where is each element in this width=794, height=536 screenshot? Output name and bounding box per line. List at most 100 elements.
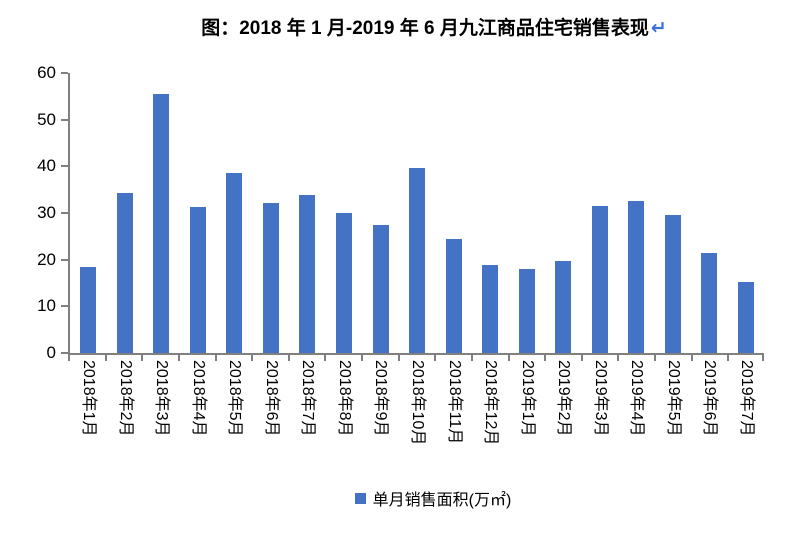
bar xyxy=(409,167,426,353)
x-tick-label: 2018年1月 xyxy=(80,360,98,437)
x-tick-label: 2019年1月 xyxy=(518,360,536,437)
bar xyxy=(80,266,97,353)
legend-marker xyxy=(354,492,366,504)
bar-slot xyxy=(107,73,144,353)
x-tick-label: 2019年7月 xyxy=(737,360,755,437)
x-axis-tick xyxy=(507,355,510,361)
y-axis-tick xyxy=(61,118,68,121)
x-tick-label: 2018年4月 xyxy=(189,360,207,437)
x-tick-label: 2018年6月 xyxy=(262,360,280,437)
x-tick-label: 2018年3月 xyxy=(153,360,171,437)
x-tick-label: 2019年4月 xyxy=(628,360,646,437)
bar-slot xyxy=(399,73,436,353)
x-axis-tick xyxy=(141,355,144,361)
bar-slot xyxy=(581,73,618,353)
bar xyxy=(555,261,572,353)
x-axis-tick xyxy=(251,355,254,361)
x-axis-tick xyxy=(68,355,70,361)
x-axis-tick xyxy=(617,355,620,361)
chart-title-text: 图：2018 年 1 月-2019 年 6 月九江商品住宅销售表现 xyxy=(201,18,649,39)
x-axis-tick xyxy=(580,355,583,361)
bar xyxy=(628,201,645,353)
x-axis-tick xyxy=(287,355,290,361)
bar xyxy=(299,195,316,353)
x-axis-tick xyxy=(434,355,437,361)
y-axis-tick xyxy=(61,305,68,308)
x-tick-label: 2018年10月 xyxy=(409,360,426,446)
x-tick-label: 2018年8月 xyxy=(335,360,353,437)
y-tick-label: 0 xyxy=(46,343,56,362)
bar xyxy=(482,264,499,353)
bar xyxy=(226,173,243,353)
bar xyxy=(591,205,608,353)
y-tick-label: 40 xyxy=(37,156,56,176)
x-tick-label: 2018年9月 xyxy=(372,360,390,437)
bar-slot xyxy=(472,73,509,353)
bar-slot xyxy=(545,73,582,353)
x-axis-tick xyxy=(470,355,473,361)
bar xyxy=(664,214,681,353)
x-tick-label: 2018年7月 xyxy=(299,360,317,437)
x-axis-tick xyxy=(690,355,693,361)
x-axis-tick xyxy=(214,355,217,361)
x-axis-tick xyxy=(104,355,107,361)
x-axis-tick xyxy=(397,355,400,361)
x-tick-label: 2019年6月 xyxy=(701,360,719,437)
x-tick-label: 2018年12月 xyxy=(482,360,500,446)
bar xyxy=(372,225,389,353)
y-axis-tick xyxy=(61,212,68,214)
x-tick-label: 2019年2月 xyxy=(555,360,573,437)
bar xyxy=(737,282,754,353)
bar xyxy=(335,213,352,353)
plot-area xyxy=(68,73,764,355)
bar-slot xyxy=(435,73,472,353)
x-tick-label: 2018年5月 xyxy=(226,360,244,437)
x-axis-tick xyxy=(324,355,327,361)
x-tick-label: 2018年11月 xyxy=(445,360,463,445)
bar-slot xyxy=(655,73,692,353)
bar xyxy=(153,94,170,353)
bar-slot xyxy=(289,73,326,353)
x-axis-tick xyxy=(177,355,180,361)
bar-slot xyxy=(326,73,363,353)
y-axis-tick xyxy=(61,72,68,74)
bar-slot xyxy=(508,73,545,353)
y-axis-tick xyxy=(61,165,68,168)
y-axis-tick xyxy=(61,258,68,261)
bar-slot xyxy=(180,73,217,353)
bar-slot xyxy=(728,73,765,353)
bar-slot xyxy=(618,73,655,353)
bar xyxy=(262,203,279,353)
bars xyxy=(70,73,764,353)
bar-slot xyxy=(362,73,399,353)
y-tick-label: 30 xyxy=(37,203,56,222)
x-axis-tick xyxy=(762,355,764,361)
line-break-mark-icon: ↵ xyxy=(650,18,667,39)
x-axis-tick xyxy=(654,355,657,361)
y-tick-label: 60 xyxy=(37,63,56,82)
legend: 单月销售面积(万㎡) xyxy=(36,486,794,510)
x-axis-tick xyxy=(361,355,364,361)
legend-label: 单月销售面积(万㎡) xyxy=(372,492,512,509)
x-axis-tick xyxy=(727,355,730,361)
bar xyxy=(189,206,206,353)
bar xyxy=(701,253,718,353)
bar-slot xyxy=(216,73,253,353)
bar-slot xyxy=(143,73,180,353)
y-tick-label: 10 xyxy=(37,296,56,316)
x-axis-tick xyxy=(544,355,547,361)
y-tick-label: 50 xyxy=(37,109,56,129)
bar xyxy=(445,239,462,353)
x-tick-label: 2019年3月 xyxy=(591,360,609,437)
y-tick-label: 20 xyxy=(37,249,56,269)
bar xyxy=(116,192,133,353)
x-tick-label: 2019年5月 xyxy=(664,360,682,437)
chart-title: 图：2018 年 1 月-2019 年 6 月九江商品住宅销售表现 ↵ xyxy=(37,13,794,40)
bar-slot xyxy=(691,73,728,353)
bar xyxy=(518,269,535,353)
y-axis-tick xyxy=(61,352,68,354)
bar-slot xyxy=(70,73,107,353)
x-tick-label: 2018年2月 xyxy=(116,360,134,437)
bar-slot xyxy=(253,73,290,353)
